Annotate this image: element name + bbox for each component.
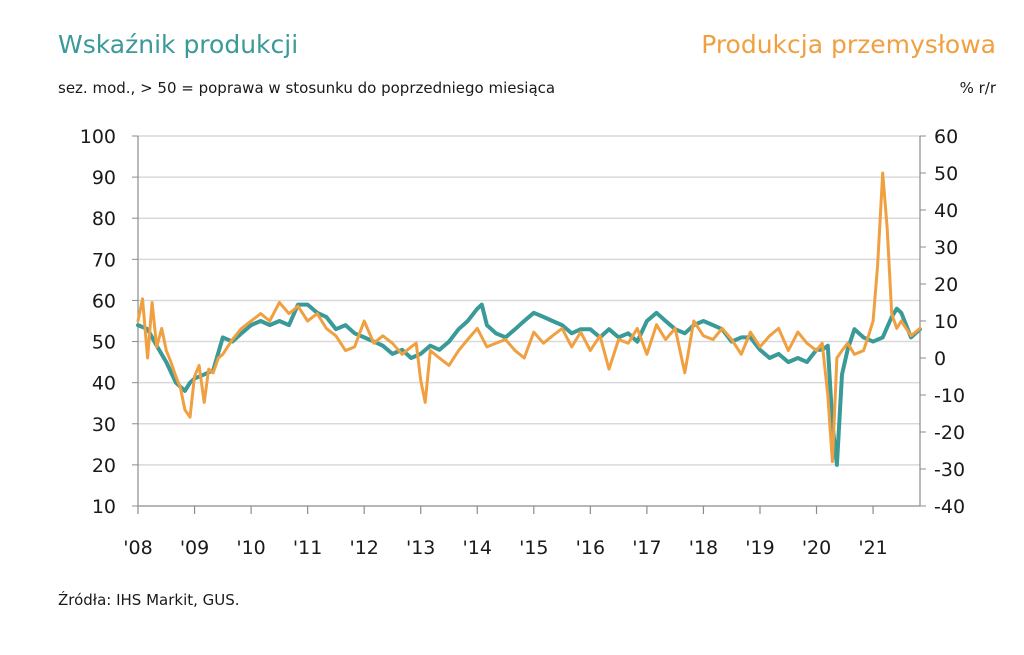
chart-subtitle: sez. mod., > 50 = poprawa w stosunku do … bbox=[58, 79, 556, 97]
y-right-tick-label: 50 bbox=[934, 163, 958, 185]
series-line-production bbox=[136, 171, 922, 464]
y-right-tick-label: 30 bbox=[934, 237, 958, 259]
source-note: Źródła: IHS Markit, GUS. bbox=[58, 591, 240, 609]
gridlines bbox=[138, 135, 920, 466]
y-left-tick-label: 30 bbox=[92, 414, 116, 436]
x-tick-label: '14 bbox=[463, 537, 492, 559]
y-right-tick-label: 10 bbox=[934, 311, 958, 333]
y-right-tick-label: -20 bbox=[934, 422, 965, 444]
x-tick-label: '11 bbox=[293, 537, 322, 559]
y-left-tick-label: 50 bbox=[92, 332, 116, 354]
x-tick-label: '16 bbox=[576, 537, 605, 559]
x-tick-label: '13 bbox=[406, 537, 435, 559]
x-tick-label: '17 bbox=[632, 537, 661, 559]
x-tick-label: '09 bbox=[180, 537, 209, 559]
y-left-tick-label: 70 bbox=[92, 249, 116, 271]
x-tick-label: '21 bbox=[858, 537, 887, 559]
chart-title-left: Wskaźnik produkcji bbox=[58, 30, 299, 59]
y-left-tick-label: 100 bbox=[80, 126, 116, 148]
series-lines bbox=[136, 171, 922, 467]
x-tick-label: '18 bbox=[689, 537, 718, 559]
right-axis-unit: % r/r bbox=[959, 79, 996, 97]
tick-labels: 1009080706050403020106050403020100-10-20… bbox=[80, 126, 965, 559]
chart-title-right: Produkcja przemysłowa bbox=[701, 30, 996, 59]
y-left-tick-label: 80 bbox=[92, 208, 116, 230]
y-left-tick-label: 10 bbox=[92, 496, 116, 518]
x-tick-label: '20 bbox=[802, 537, 831, 559]
x-tick-label: '08 bbox=[123, 537, 152, 559]
series-line-pmi bbox=[136, 302, 922, 467]
x-tick-label: '12 bbox=[349, 537, 378, 559]
y-left-tick-label: 40 bbox=[92, 373, 116, 395]
y-right-tick-label: 20 bbox=[934, 274, 958, 296]
x-tick-label: '19 bbox=[745, 537, 774, 559]
y-right-tick-label: 40 bbox=[934, 200, 958, 222]
y-right-tick-label: 60 bbox=[934, 126, 958, 148]
y-right-tick-label: 0 bbox=[934, 348, 946, 370]
x-tick-label: '10 bbox=[236, 537, 265, 559]
y-left-tick-label: 20 bbox=[92, 455, 116, 477]
y-left-tick-label: 90 bbox=[92, 167, 116, 189]
y-right-tick-label: -30 bbox=[934, 459, 965, 481]
y-right-tick-label: -10 bbox=[934, 385, 965, 407]
y-left-tick-label: 60 bbox=[92, 290, 116, 312]
y-right-tick-label: -40 bbox=[934, 496, 965, 518]
x-tick-label: '15 bbox=[519, 537, 548, 559]
